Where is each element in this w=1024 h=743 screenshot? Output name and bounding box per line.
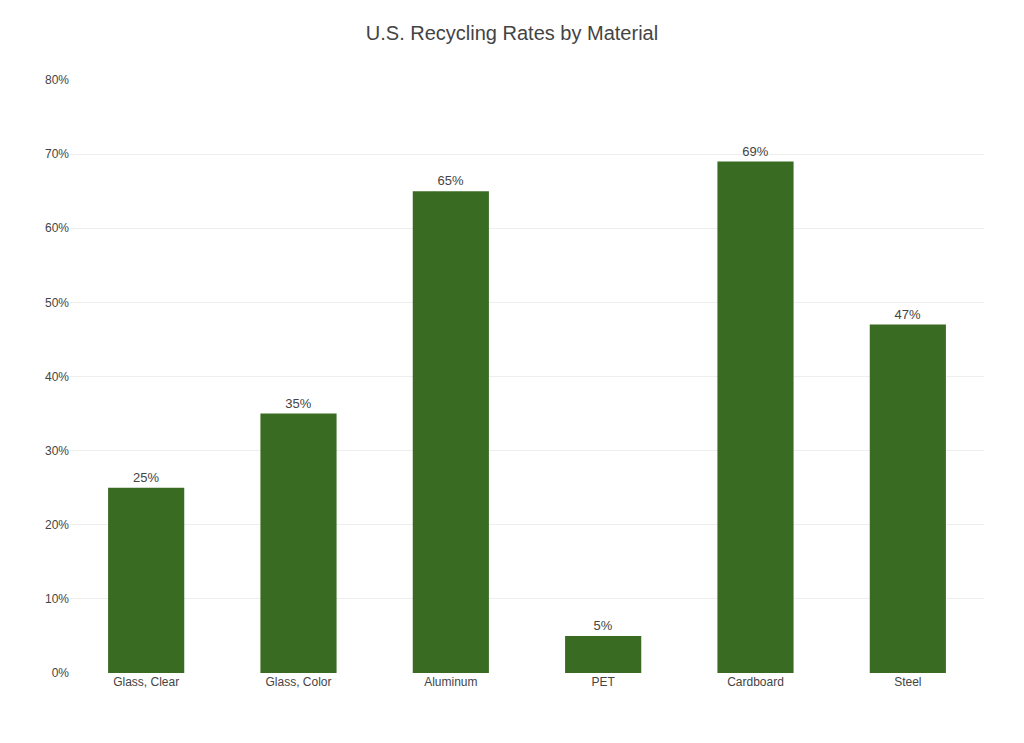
svg-text:5%: 5% (594, 618, 613, 633)
svg-text:Cardboard: Cardboard (727, 675, 784, 689)
svg-text:30%: 30% (45, 444, 69, 458)
svg-text:80%: 80% (45, 73, 69, 87)
svg-text:Steel: Steel (894, 675, 921, 689)
svg-text:U.S. Recycling Rates by Materi: U.S. Recycling Rates by Material (366, 22, 658, 44)
svg-text:47%: 47% (895, 307, 921, 322)
svg-text:0%: 0% (52, 666, 70, 680)
svg-text:69%: 69% (742, 144, 768, 159)
svg-text:25%: 25% (133, 470, 159, 485)
svg-text:20%: 20% (45, 518, 69, 532)
svg-text:Glass, Clear: Glass, Clear (113, 675, 179, 689)
svg-text:70%: 70% (45, 147, 69, 161)
svg-text:Glass, Color: Glass, Color (265, 675, 331, 689)
svg-text:35%: 35% (285, 396, 311, 411)
svg-text:50%: 50% (45, 296, 69, 310)
svg-text:PET: PET (591, 675, 615, 689)
svg-text:Aluminum: Aluminum (424, 675, 477, 689)
svg-text:10%: 10% (45, 592, 69, 606)
svg-text:40%: 40% (45, 370, 69, 384)
svg-text:60%: 60% (45, 221, 69, 235)
svg-text:65%: 65% (438, 173, 464, 188)
